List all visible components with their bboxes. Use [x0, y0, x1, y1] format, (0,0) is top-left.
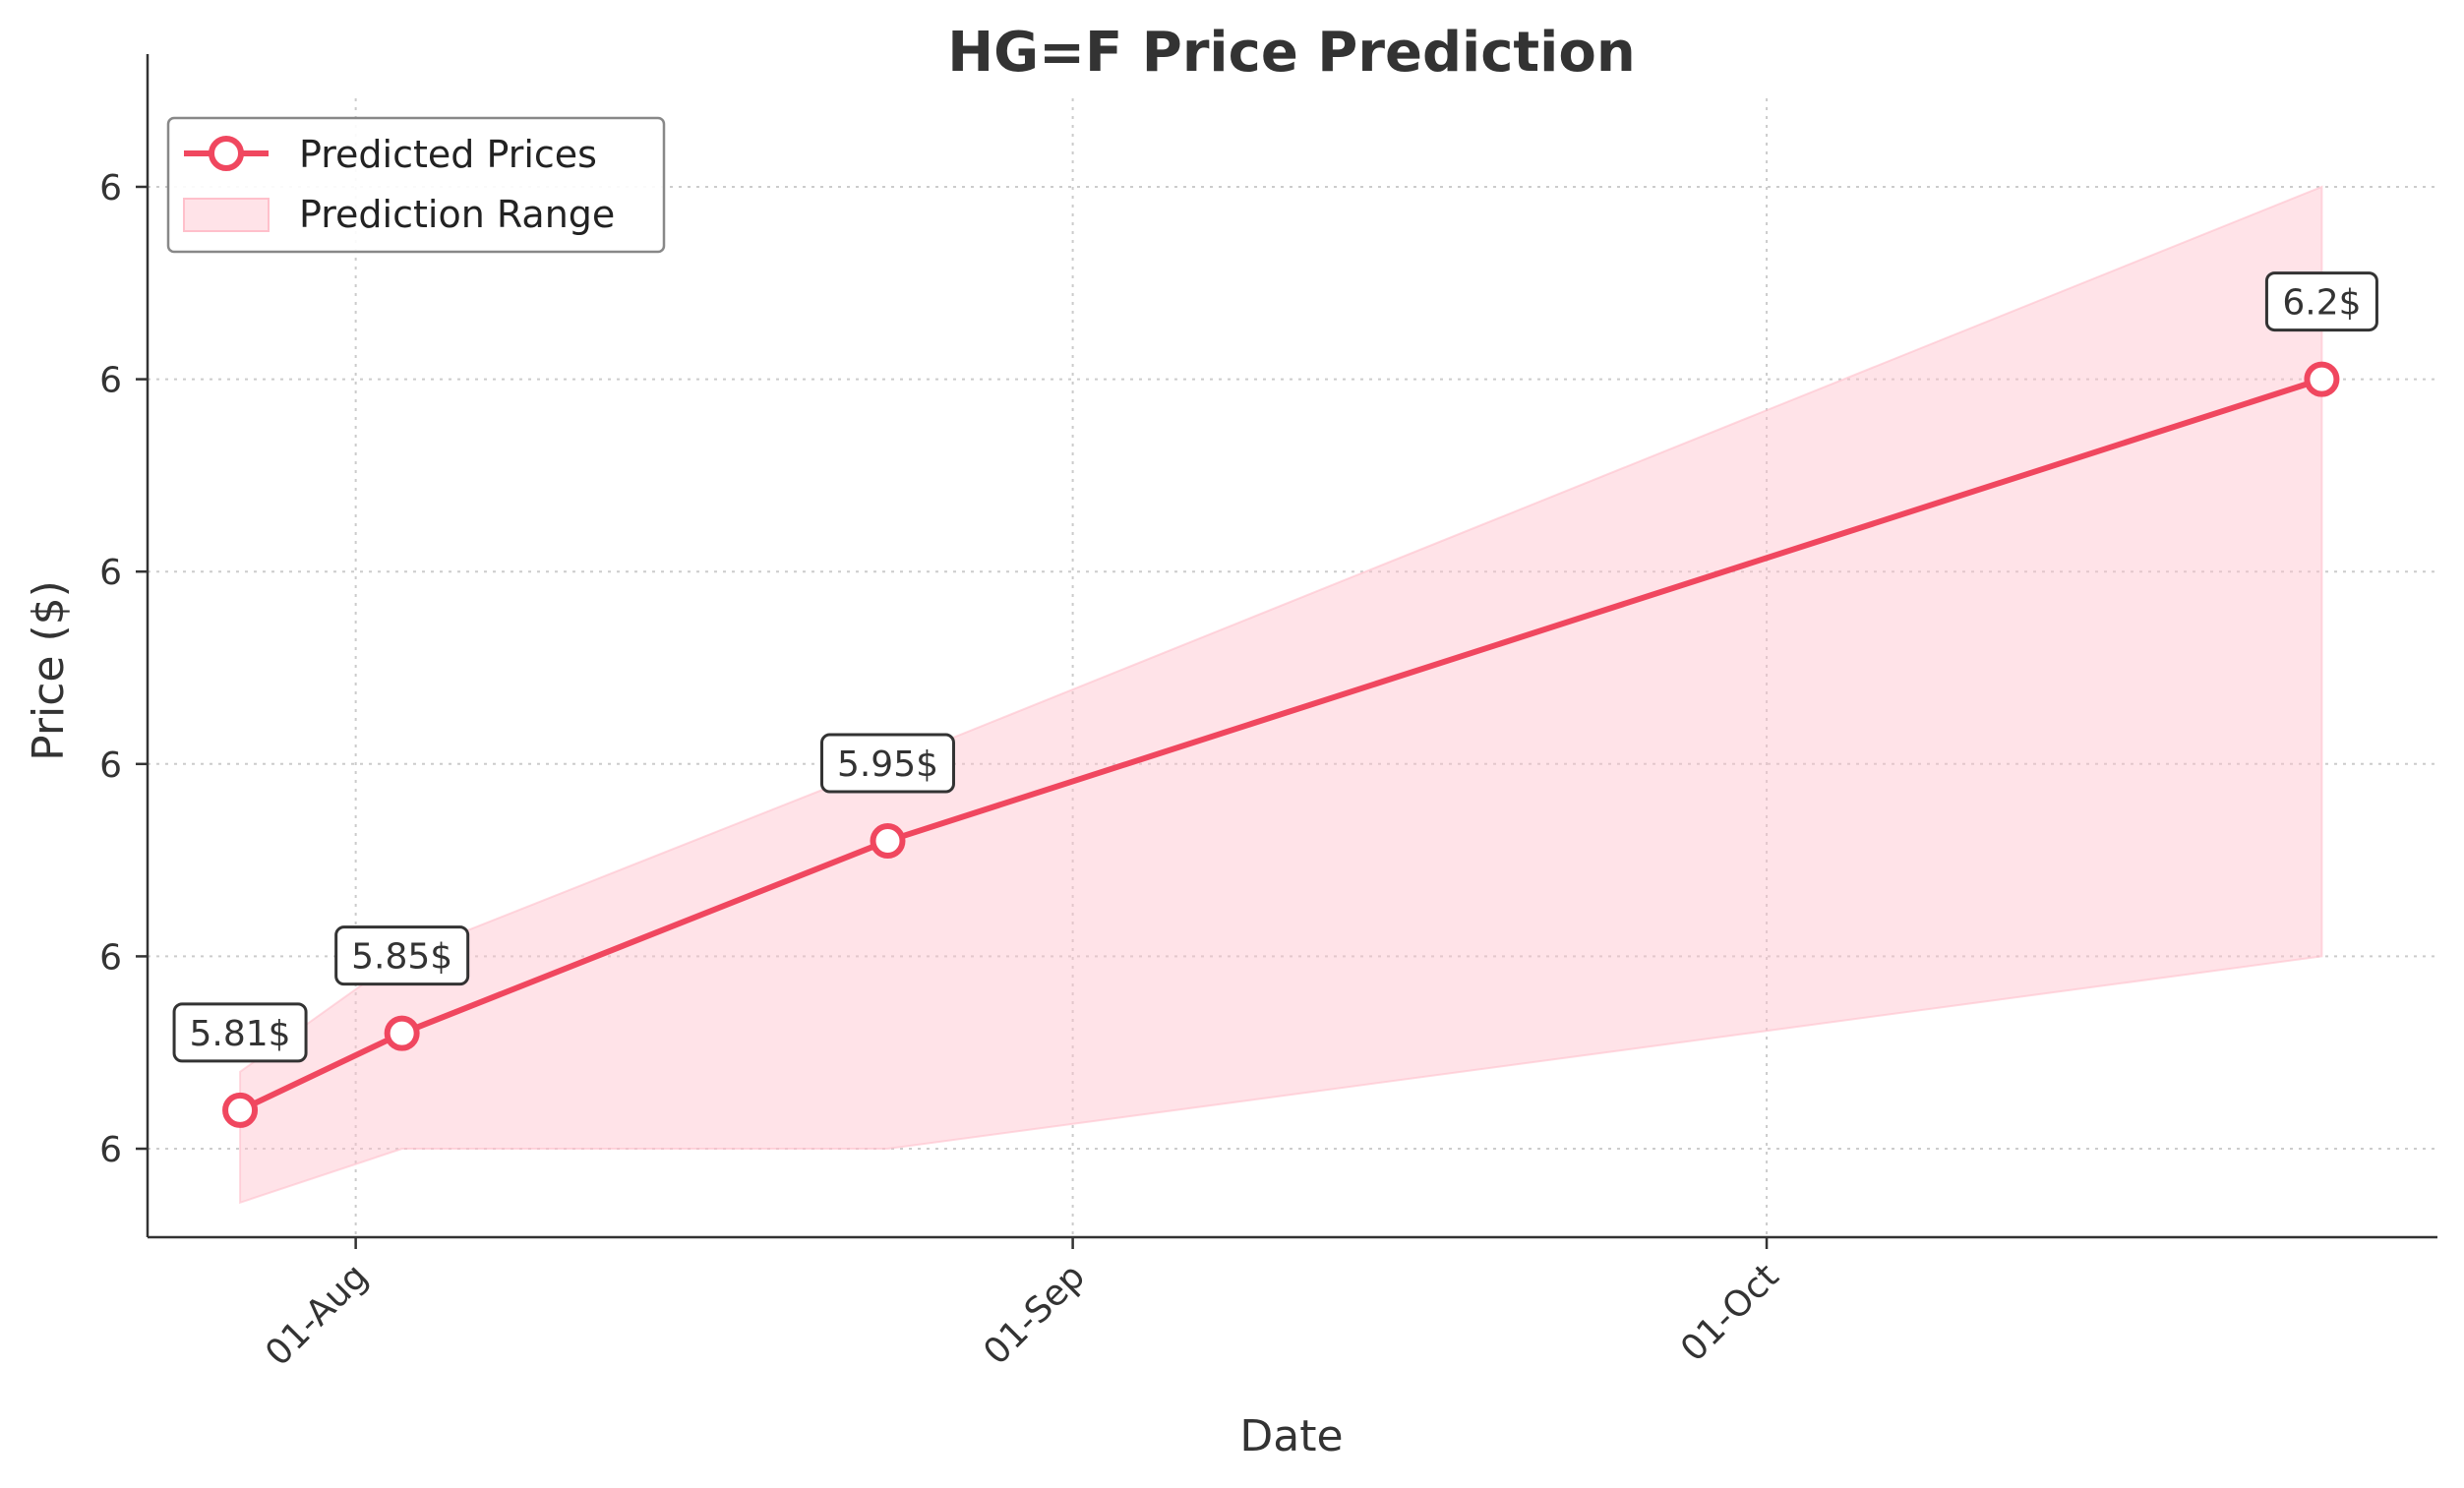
x-axis-label: Date	[1239, 1411, 1343, 1461]
y-tick-label-2: 6	[99, 745, 122, 786]
price-point-0	[222, 1092, 259, 1128]
y-tick-label-5: 6	[99, 168, 122, 208]
axes	[146, 54, 2437, 1239]
price-annotation-box-2	[819, 733, 955, 794]
legend-marker-swatch	[209, 136, 244, 171]
price-annotation-box-0	[172, 1002, 308, 1063]
price-annotation-2: 5.95$	[837, 744, 938, 785]
legend-entry-predicted-prices: Predicted Prices	[299, 133, 597, 176]
price-annotation-3: 6.2$	[2282, 283, 2361, 324]
y-tick-label-1: 6	[99, 937, 122, 978]
y-tick-label-4: 6	[99, 361, 122, 401]
legend: Predicted Prices Prediction Range	[166, 116, 666, 254]
prediction-range-area	[239, 185, 2323, 1205]
y-axis-label: Price ($)	[24, 580, 74, 761]
price-point-2	[870, 823, 906, 860]
price-annotation-0: 5.81$	[190, 1014, 291, 1054]
y-axis-ticks: 6 6 6 6 6 6	[99, 168, 148, 1170]
y-tick-label-0: 6	[99, 1130, 122, 1170]
price-annotation-box-3	[2264, 271, 2378, 332]
predicted-prices-line	[238, 376, 2323, 1113]
price-annotations: 5.81$ 5.85$ 5.95$ 6.2$	[172, 271, 2378, 1063]
legend-area-swatch	[183, 198, 270, 232]
predicted-price-markers	[222, 361, 2340, 1128]
chart-title: HG=F Price Prediction	[947, 21, 1635, 85]
price-point-1	[384, 1015, 420, 1051]
legend-entry-prediction-range: Prediction Range	[299, 193, 615, 236]
price-annotation-1: 5.85$	[351, 937, 452, 978]
price-point-3	[2304, 361, 2340, 397]
price-annotation-box-1	[334, 925, 470, 986]
y-tick-label-3: 6	[99, 553, 122, 593]
legend-box	[166, 116, 666, 254]
